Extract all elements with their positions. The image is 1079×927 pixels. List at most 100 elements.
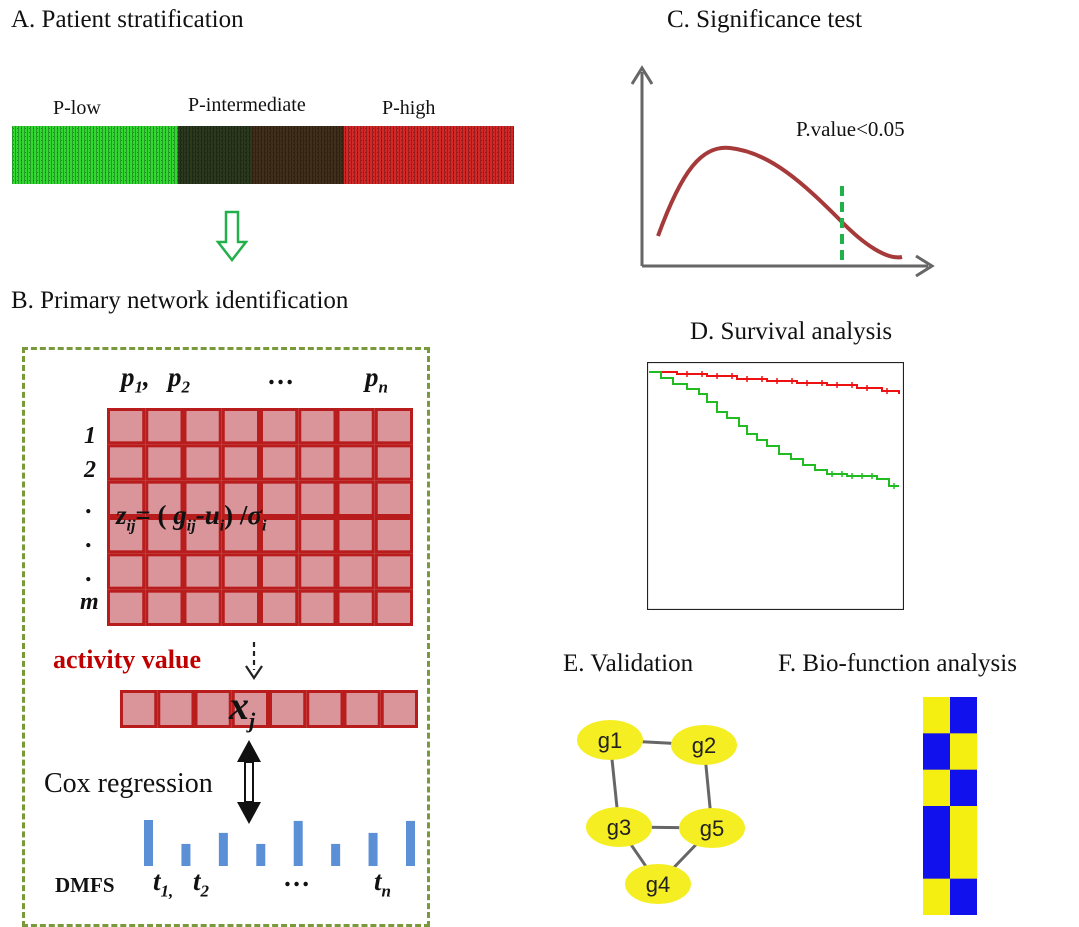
matrix-cell [260, 517, 299, 554]
bio-function-cell [950, 769, 977, 807]
down-arrow-icon [215, 210, 249, 262]
matrix-cell [221, 444, 260, 481]
network-node-g3 [586, 807, 652, 847]
matrix-cell [374, 589, 413, 626]
network-node-label-g3: g3 [607, 815, 631, 840]
significance-plot [630, 65, 935, 278]
matrix-cell [260, 480, 299, 517]
row-label-m: m [80, 589, 99, 615]
bio-function-cell [923, 842, 950, 880]
bio-function-matrix [923, 697, 977, 915]
dmfs-bar [406, 820, 415, 866]
matrix-cell [298, 517, 337, 554]
zscore-formula: zij= ( gij-ui) /σi [116, 500, 267, 535]
matrix-cell [145, 553, 184, 590]
matrix-cell [183, 480, 222, 517]
dmfs-bar-chart [144, 820, 415, 866]
matrix-cell [221, 553, 260, 590]
pvalue-label: P.value<0.05 [796, 117, 905, 141]
matrix-cell [336, 444, 375, 481]
matrix-cell [298, 408, 337, 445]
bio-function-cell [950, 733, 977, 771]
matrix-cell [107, 480, 146, 517]
network-node-g1 [577, 720, 643, 760]
row-label-1: 1 [84, 423, 96, 449]
activity-vector-cell [380, 690, 418, 728]
panel-a-title: A. Patient stratification [11, 6, 244, 33]
dashed-down-arrow-icon [245, 642, 263, 680]
matrix-cell [107, 444, 146, 481]
dmfs-bar [144, 820, 153, 866]
survival-plot [647, 362, 904, 610]
network-node-label-g2: g2 [692, 733, 716, 758]
network-node-label-g4: g4 [646, 872, 670, 897]
matrix-cell [336, 517, 375, 554]
matrix-cell [374, 553, 413, 590]
cox-regression-label: Cox regression [44, 768, 213, 799]
dmfs-bar [331, 843, 341, 866]
activity-vector [120, 690, 418, 728]
activity-symbol: xj [229, 683, 256, 733]
matrix-cell [221, 517, 260, 554]
column-header-pn: pn [365, 362, 388, 397]
matrix-cell [260, 444, 299, 481]
y-axis-arrow-icon [630, 65, 654, 85]
activity-vector-cell [343, 690, 381, 728]
matrix-cell [298, 480, 337, 517]
matrix-cell [221, 589, 260, 626]
column-header-p1: p1, [121, 362, 150, 397]
dmfs-label: DMFS [55, 873, 115, 897]
matrix-cell [260, 589, 299, 626]
panel-b-title: B. Primary network identification [11, 287, 349, 314]
matrix-cell [221, 480, 260, 517]
matrix-cell [183, 517, 222, 554]
matrix-cell [336, 553, 375, 590]
network-node-g2 [671, 725, 737, 765]
x-axis-arrow-icon [915, 254, 935, 278]
expression-heatmap [12, 126, 514, 184]
time-label-tn: tn [374, 866, 391, 901]
network-node-label-g5: g5 [700, 816, 724, 841]
matrix-cell [336, 589, 375, 626]
bio-function-cell [923, 806, 950, 843]
dmfs-bar [218, 832, 228, 866]
matrix-cell [221, 408, 260, 445]
matrix-cell [336, 480, 375, 517]
matrix-cell [374, 408, 413, 445]
matrix-cell [145, 517, 184, 554]
time-label-ellipsis: … [284, 862, 311, 892]
bio-function-cell [950, 806, 977, 843]
row-label-dot-3: . [86, 558, 93, 587]
network-node-label-g1: g1 [598, 728, 622, 753]
row-label-dot-1: . [86, 490, 93, 519]
bio-function-cell [950, 842, 977, 880]
dmfs-bar [368, 832, 378, 866]
panel-e-title: E. Validation [563, 650, 694, 677]
matrix-cell [260, 408, 299, 445]
matrix-cell [183, 444, 222, 481]
matrix-cell [298, 444, 337, 481]
group-label-high: P-high [382, 97, 436, 119]
panel-f-title: F. Bio-function analysis [778, 650, 1017, 677]
matrix-cell [145, 589, 184, 626]
time-label-t2: t2 [193, 866, 210, 901]
matrix-cell [374, 444, 413, 481]
group-label-low: P-low [53, 97, 101, 119]
bio-function-cell [923, 878, 950, 915]
bio-function-cell [950, 878, 977, 915]
matrix-cell [107, 589, 146, 626]
gene-matrix [107, 408, 413, 626]
bio-function-cell [950, 697, 977, 734]
matrix-cell [145, 444, 184, 481]
dmfs-bar [256, 843, 266, 866]
matrix-cell [374, 517, 413, 554]
column-header-p2: p2 [168, 362, 190, 397]
activity-vector-cell [306, 690, 344, 728]
group-label-intermediate: P-intermediate [188, 94, 306, 116]
dmfs-bar [293, 820, 303, 866]
row-label-dot-2: . [86, 524, 93, 553]
panel-c-title: C. Significance test [667, 6, 863, 33]
survival-curve-low-group [649, 371, 899, 487]
matrix-cell [298, 589, 337, 626]
matrix-cell [145, 408, 184, 445]
